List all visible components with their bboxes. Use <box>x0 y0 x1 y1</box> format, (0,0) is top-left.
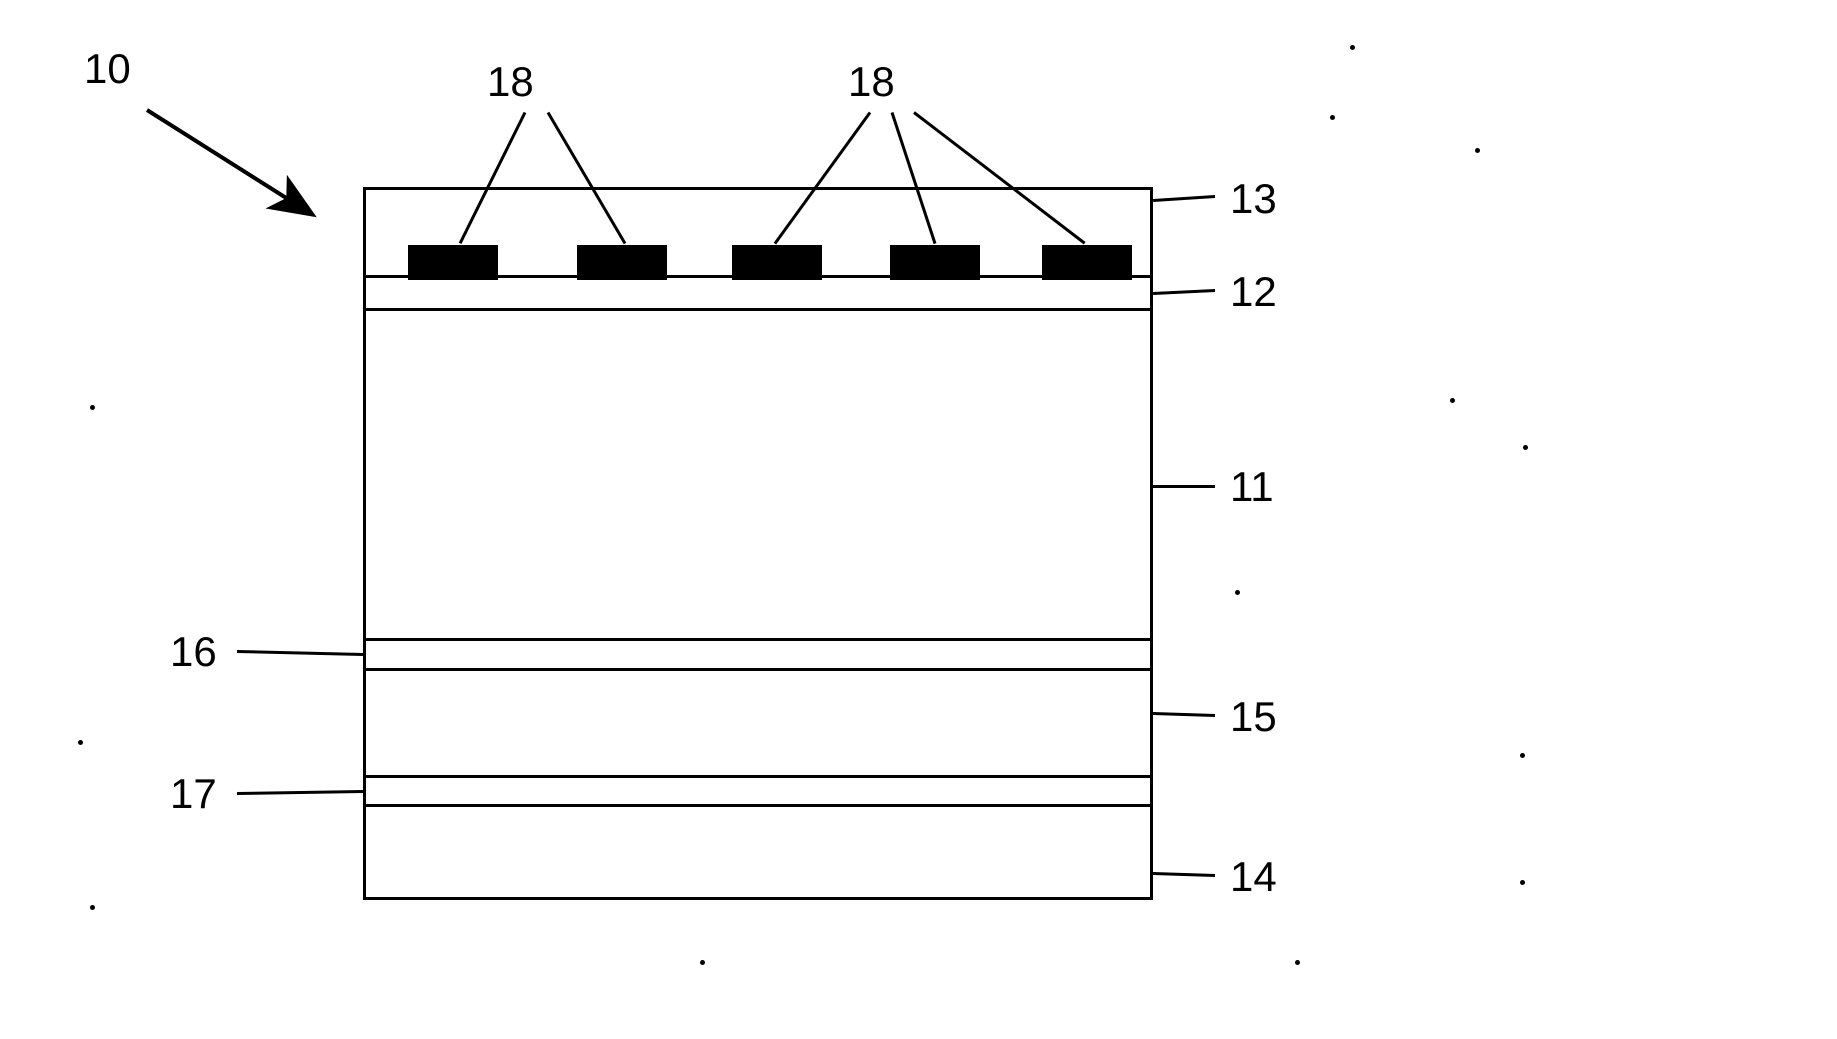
speck-8 <box>1520 753 1525 758</box>
speck-5 <box>700 960 705 965</box>
speck-1 <box>1330 115 1335 120</box>
speck-9 <box>1475 148 1480 153</box>
speck-6 <box>1295 960 1300 965</box>
arrow-10 <box>0 0 1837 1039</box>
speck-3 <box>78 740 83 745</box>
speck-4 <box>90 905 95 910</box>
speck-11 <box>1450 398 1455 403</box>
speck-10 <box>1523 445 1528 450</box>
speck-7 <box>1520 880 1525 885</box>
speck-12 <box>90 405 95 410</box>
speck-2 <box>1235 590 1240 595</box>
speck-0 <box>1350 45 1355 50</box>
